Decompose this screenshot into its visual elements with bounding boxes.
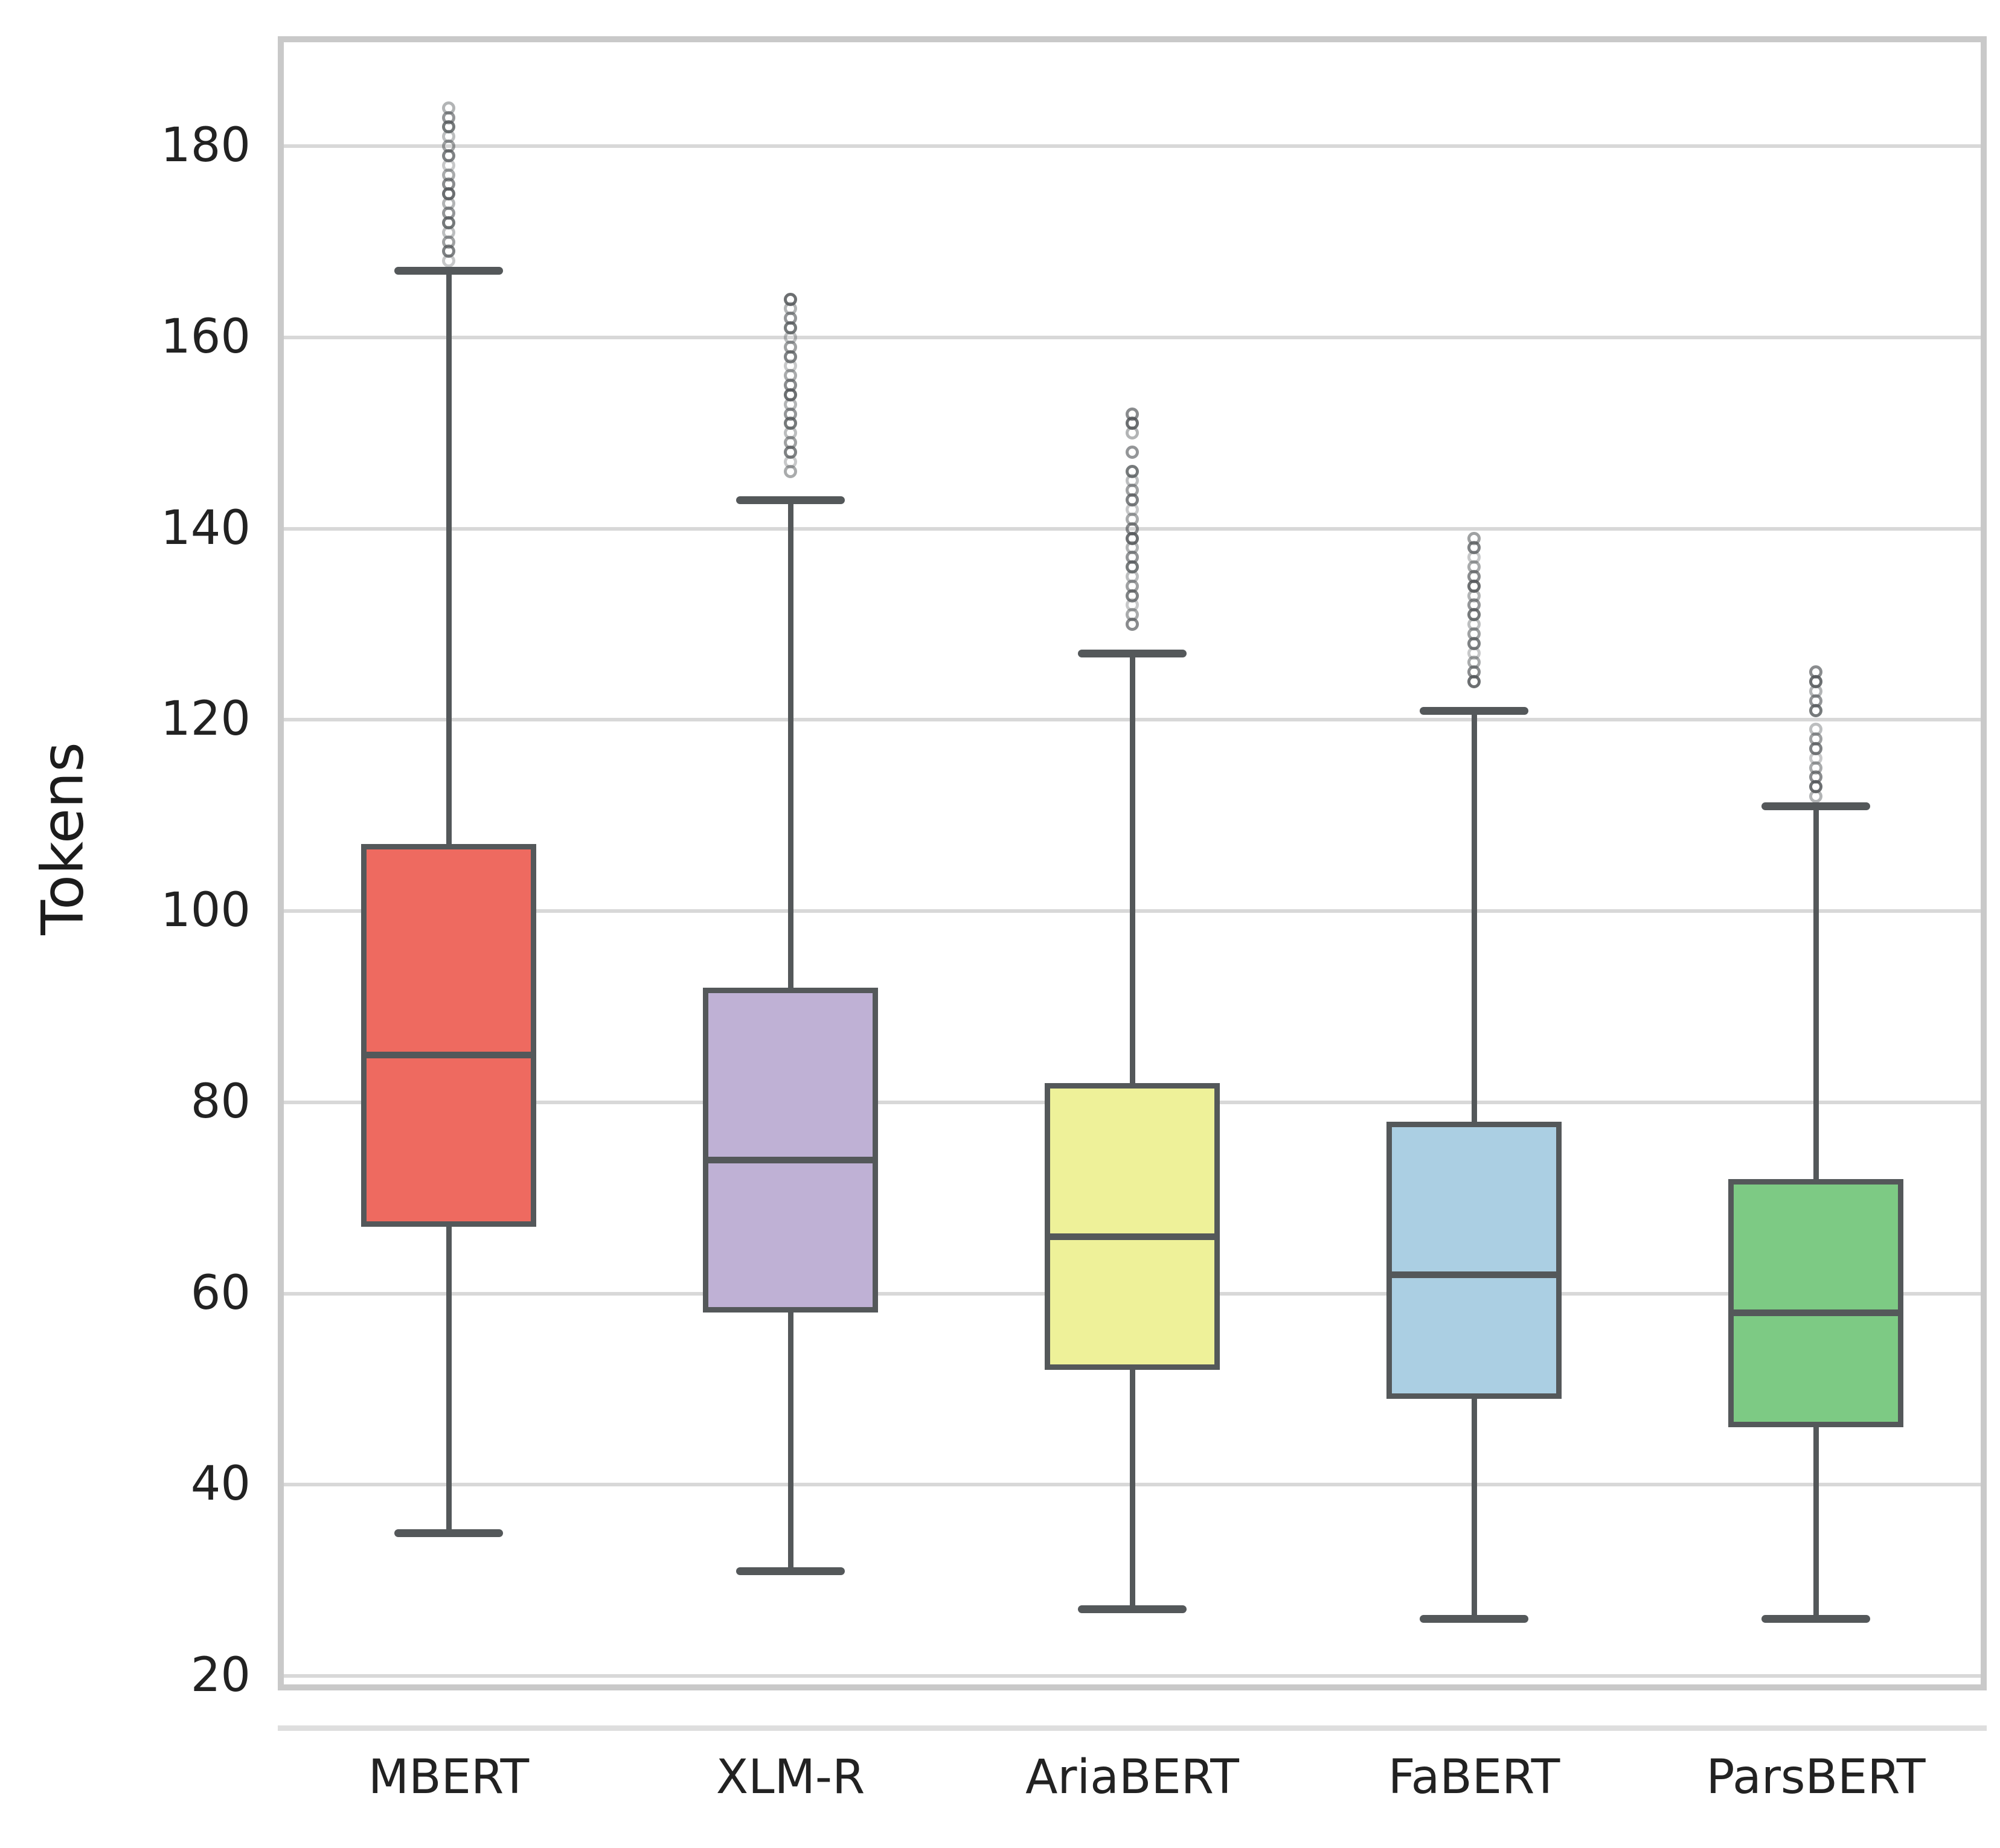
upper-whisker-cap-MBERT <box>394 267 503 275</box>
median-line-MBERT <box>366 1051 531 1058</box>
ytick-label-60: 60 <box>190 1265 251 1320</box>
y-axis-label: Tokens <box>30 741 97 935</box>
box-AriaBERT <box>1045 1083 1220 1370</box>
outlier-point-AriaBERT <box>1126 407 1139 421</box>
lower-whisker-cap-AriaBERT <box>1078 1605 1187 1614</box>
median-line-ParsBERT <box>1733 1309 1899 1317</box>
lower-whisker-MBERT <box>446 1226 452 1533</box>
ytick-label-140: 140 <box>161 500 251 555</box>
lower-whisker-cap-XLM-R <box>736 1567 845 1576</box>
upper-whisker-XLM-R <box>787 500 793 988</box>
bottom-shadow-line <box>278 1725 1987 1731</box>
upper-whisker-cap-AriaBERT <box>1078 649 1187 657</box>
gridline-180 <box>284 144 1981 149</box>
lower-whisker-cap-FaBERT <box>1420 1615 1528 1623</box>
gridline-160 <box>284 335 1981 339</box>
upper-whisker-ParsBERT <box>1813 805 1819 1179</box>
gridline-20 <box>284 1674 1981 1678</box>
lower-whisker-FaBERT <box>1471 1398 1477 1619</box>
xtick-label-FaBERT: FaBERT <box>1388 1750 1560 1805</box>
median-line-XLM-R <box>708 1156 873 1163</box>
outlier-point-FaBERT <box>1467 531 1481 545</box>
xtick-label-AriaBERT: AriaBERT <box>1025 1750 1239 1805</box>
outlier-point-AriaBERT <box>1126 445 1139 459</box>
xtick-label-MBERT: MBERT <box>368 1750 530 1805</box>
median-line-AriaBERT <box>1050 1233 1215 1240</box>
ytick-label-160: 160 <box>161 309 251 364</box>
lower-whisker-cap-MBERT <box>394 1529 503 1537</box>
upper-whisker-AriaBERT <box>1129 653 1135 1084</box>
ytick-label-180: 180 <box>161 118 251 173</box>
box-MBERT <box>361 844 536 1227</box>
upper-whisker-MBERT <box>446 270 452 845</box>
lower-whisker-AriaBERT <box>1129 1370 1135 1610</box>
ytick-label-80: 80 <box>190 1074 251 1129</box>
box-FaBERT <box>1386 1121 1562 1399</box>
outlier-point-ParsBERT <box>1809 665 1822 679</box>
ytick-label-100: 100 <box>161 883 251 938</box>
outlier-point-XLM-R <box>784 292 797 306</box>
outlier-point-AriaBERT <box>1126 464 1139 478</box>
xtick-label-XLM-R: XLM-R <box>716 1750 865 1805</box>
upper-whisker-cap-XLM-R <box>736 496 845 505</box>
box-XLM-R <box>703 987 878 1313</box>
ytick-label-120: 120 <box>161 692 251 747</box>
outlier-point-ParsBERT <box>1809 723 1822 737</box>
upper-whisker-cap-FaBERT <box>1420 706 1528 715</box>
outlier-point-MBERT <box>442 101 455 115</box>
median-line-FaBERT <box>1391 1271 1557 1279</box>
ytick-label-40: 40 <box>190 1457 251 1512</box>
upper-whisker-cap-ParsBERT <box>1761 802 1870 810</box>
ytick-label-20: 20 <box>190 1648 251 1703</box>
lower-whisker-cap-ParsBERT <box>1761 1615 1870 1623</box>
box-ParsBERT <box>1728 1178 1903 1428</box>
upper-whisker-FaBERT <box>1471 710 1477 1122</box>
lower-whisker-XLM-R <box>787 1312 793 1571</box>
xtick-label-ParsBERT: ParsBERT <box>1706 1750 1926 1805</box>
lower-whisker-ParsBERT <box>1813 1427 1819 1619</box>
